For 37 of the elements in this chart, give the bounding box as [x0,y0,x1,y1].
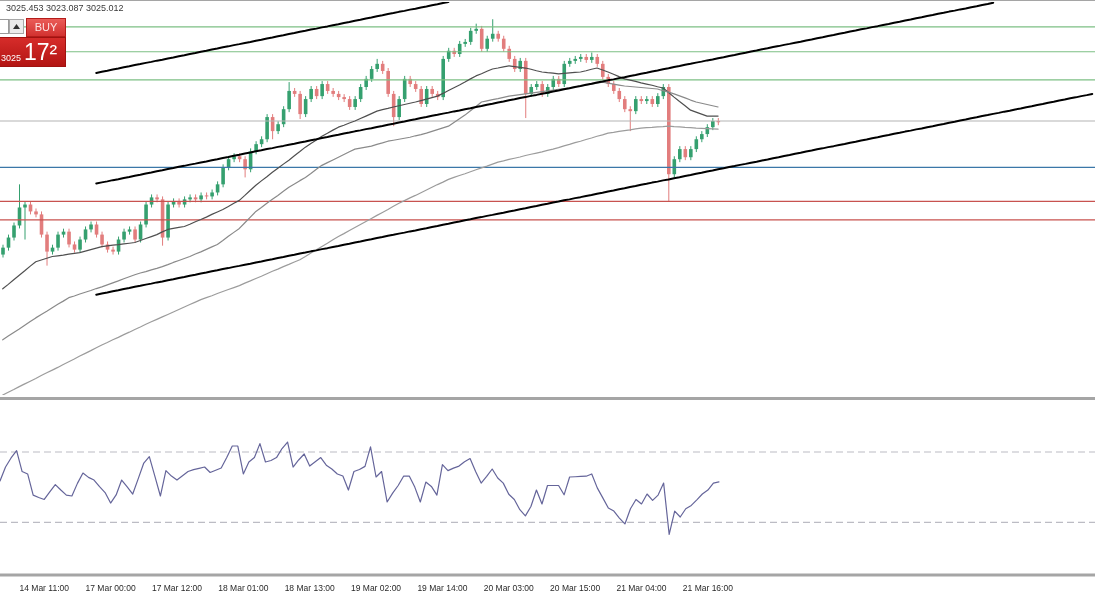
candlestick [188,193,192,203]
candlestick [56,231,60,252]
candlestick [199,191,203,203]
candlestick [67,228,71,248]
text: 3025.453 3023.087 3025.012 [6,3,124,14]
x-tick-label: 17 Mar 00:00 [85,583,136,594]
candlestick [89,221,93,233]
candlestick [221,163,225,188]
buy-button: BUY [26,18,66,37]
x-tick-label: 17 Mar 12:00 [151,583,203,594]
annotation: 17² [24,39,58,65]
candlestick [386,67,390,98]
candlestick [144,201,148,228]
candlestick [287,81,291,113]
candlestick [628,105,633,132]
annotation: BUY [34,21,58,33]
x-tick-label: 14 Mar 11:00 [19,583,70,594]
candlestick [298,90,302,120]
candlestick [265,113,269,143]
candlestick [34,207,38,218]
candlestick [111,246,115,256]
x-tick-label: 20 Mar 03:00 [483,583,535,594]
candlestick [479,25,484,53]
candlestick [45,231,49,267]
x-tick-label: 18 Mar 01:00 [218,583,269,594]
x-tick-label: 18 Mar 13:00 [284,583,336,594]
annotation: 3025 [1,53,22,63]
candlestick [1,244,5,259]
x-tick-label: 21 Mar 16:00 [682,583,734,594]
x-tick-label: 20 Mar 15:00 [550,583,601,594]
x-tick-label: 19 Mar 14:00 [417,583,468,594]
candlestick [490,18,495,43]
price-panel: 3025 17² [0,37,66,67]
x-tick-label: 21 Mar 04:00 [616,583,667,594]
candlestick [210,189,214,200]
x-tick-label: 19 Mar 02:00 [351,583,402,594]
candlestick [155,193,159,203]
